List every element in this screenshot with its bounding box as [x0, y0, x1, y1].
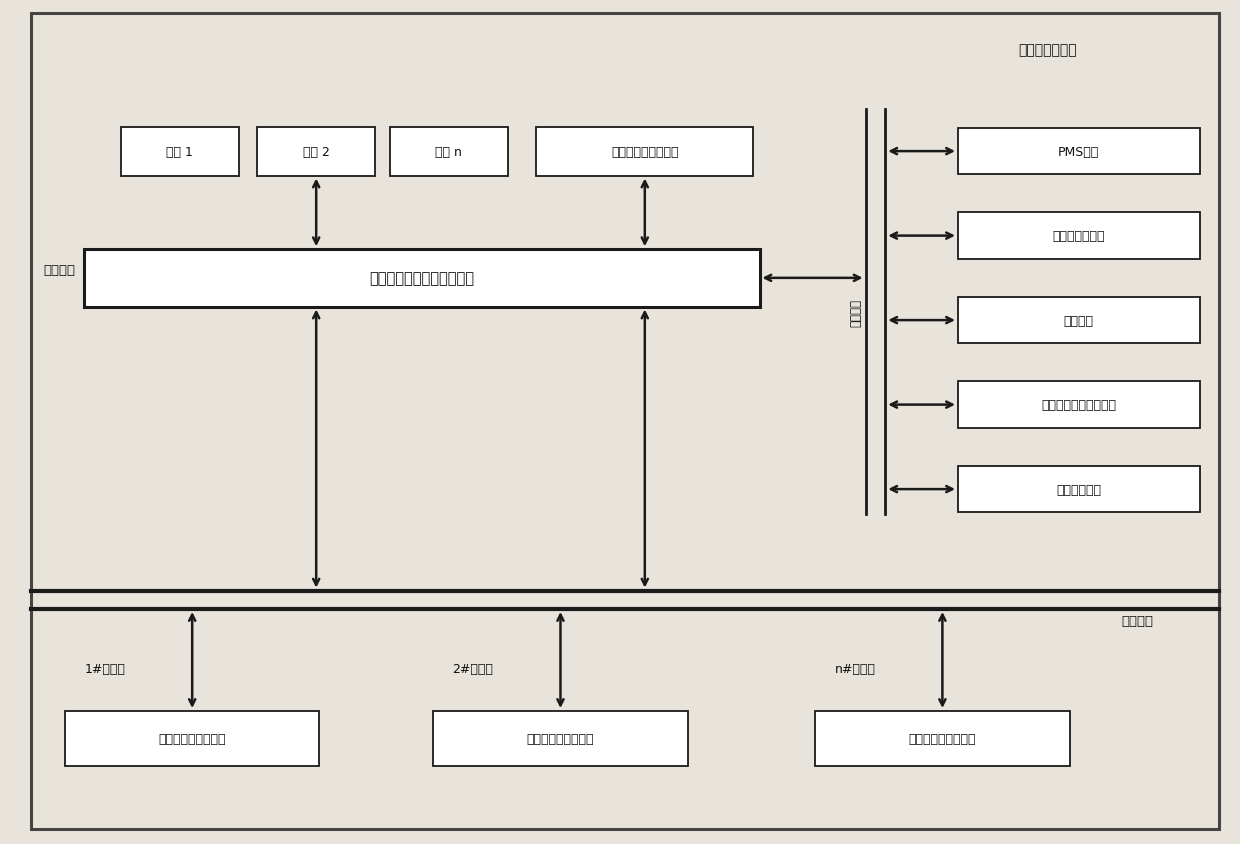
- Text: 机器人站内控制系统: 机器人站内控制系统: [527, 732, 594, 745]
- Bar: [120, 127, 238, 176]
- Text: 电力第三方系统: 电力第三方系统: [1018, 44, 1078, 57]
- Text: 用户 2: 用户 2: [303, 145, 330, 159]
- Text: 变电站巡检机器人集控系统: 变电站巡检机器人集控系统: [370, 271, 474, 286]
- Bar: [957, 297, 1200, 344]
- Text: 安防系统: 安防系统: [1064, 314, 1094, 327]
- Bar: [536, 127, 753, 176]
- Text: 远控机器人集控系统: 远控机器人集控系统: [611, 145, 678, 159]
- Text: 维修中心系统: 维修中心系统: [1056, 483, 1101, 496]
- Text: 综合生产计划管理系统: 综合生产计划管理系统: [1042, 398, 1116, 412]
- Bar: [957, 467, 1200, 513]
- Bar: [957, 129, 1200, 176]
- Bar: [258, 127, 374, 176]
- Text: 电力专线: 电力专线: [849, 298, 862, 327]
- Text: 电力专网: 电力专网: [1121, 614, 1153, 628]
- Text: n#变电站: n#变电站: [835, 663, 875, 675]
- Text: 机器人站内控制系统: 机器人站内控制系统: [159, 732, 226, 745]
- Bar: [66, 711, 320, 766]
- Text: 一体化平台系统: 一体化平台系统: [1053, 230, 1105, 243]
- Bar: [84, 250, 759, 307]
- Text: 2#变电站: 2#变电站: [453, 663, 494, 675]
- Text: 机器人站内控制系统: 机器人站内控制系统: [909, 732, 976, 745]
- Text: PMS系统: PMS系统: [1058, 145, 1100, 159]
- Bar: [389, 127, 508, 176]
- Bar: [816, 711, 1069, 766]
- Text: 用户 1: 用户 1: [166, 145, 193, 159]
- Bar: [957, 214, 1200, 260]
- Text: 集控中心: 集控中心: [43, 263, 76, 277]
- Bar: [957, 381, 1200, 429]
- Text: 1#变电站: 1#变电站: [84, 663, 125, 675]
- Text: 用户 n: 用户 n: [435, 145, 463, 159]
- Bar: [434, 711, 687, 766]
